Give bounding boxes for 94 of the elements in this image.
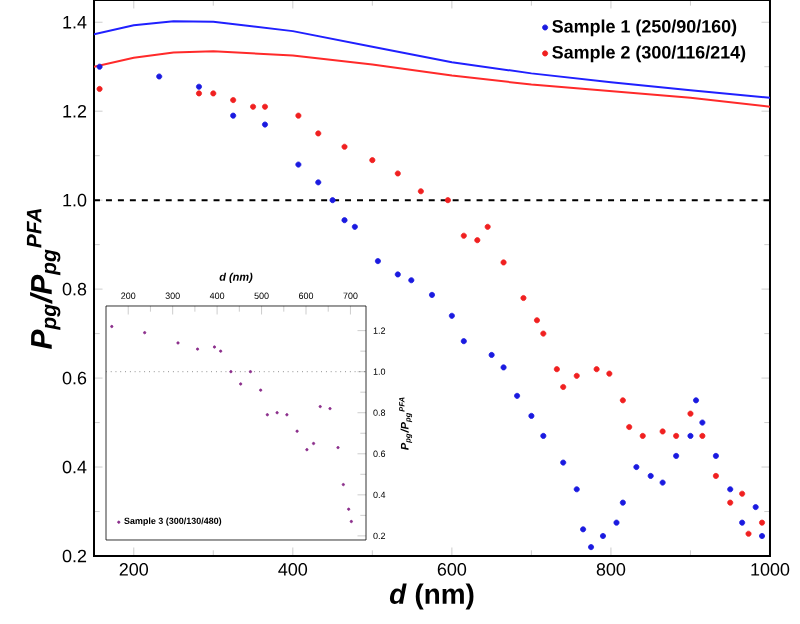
point (727, 486, 734, 493)
point (553, 366, 560, 373)
point (687, 410, 694, 417)
point (639, 432, 646, 439)
point (759, 519, 766, 526)
point (687, 432, 694, 439)
point (540, 432, 547, 439)
point (659, 479, 666, 486)
point (626, 424, 633, 430)
point (745, 530, 752, 537)
point (488, 351, 495, 358)
point (606, 370, 613, 377)
x-axis-title: d (nm) (389, 583, 474, 610)
legend-label: Sample 1 (250/90/160) (552, 19, 737, 37)
point (408, 277, 415, 284)
point (739, 519, 746, 526)
point (429, 291, 435, 298)
x-tick-label: 600 (437, 563, 467, 576)
point (739, 490, 746, 497)
x-tick-label: 800 (596, 563, 626, 576)
point (394, 170, 401, 177)
point (500, 364, 507, 371)
point (673, 432, 680, 439)
point (351, 223, 358, 230)
point (341, 143, 348, 150)
point (341, 217, 348, 224)
point (752, 504, 759, 511)
point (712, 452, 719, 459)
point (448, 312, 455, 319)
point (727, 499, 734, 506)
y-tick-label: 0.8 (62, 282, 87, 296)
point (460, 232, 467, 239)
point (444, 197, 451, 204)
point (374, 258, 381, 265)
point (633, 464, 640, 471)
y-tick-label: 0.6 (62, 371, 87, 385)
x-tick-label: 200 (119, 563, 149, 576)
point (261, 103, 268, 110)
point (369, 157, 376, 164)
x-tick-label: 400 (278, 563, 308, 576)
point (699, 419, 706, 426)
point (295, 161, 302, 168)
point (613, 519, 620, 526)
point (588, 544, 595, 551)
point (673, 452, 680, 459)
point (250, 103, 257, 110)
point (96, 63, 103, 70)
point (500, 259, 507, 266)
point (759, 532, 766, 539)
point (599, 532, 606, 539)
point (417, 188, 424, 195)
point (573, 486, 580, 493)
point (528, 412, 535, 419)
point (195, 90, 202, 97)
legend-label: Sample 2 (300/116/214) (552, 45, 746, 63)
point (560, 383, 567, 390)
point (96, 85, 103, 92)
point (540, 330, 547, 337)
y-tick-label: 1.0 (63, 193, 87, 207)
y-tick-label: 0.2 (62, 549, 87, 563)
point (533, 317, 540, 324)
point (693, 397, 700, 404)
y-tick-label: 1.2 (63, 104, 87, 118)
point (619, 499, 626, 506)
y-tick-label: 1.4 (63, 16, 87, 29)
point (647, 472, 654, 479)
y-tick-label: 0.4 (62, 460, 87, 474)
y-axis-title: P$_{pg}$/P$_{pg}$PFA (26, 209, 61, 349)
point (484, 223, 491, 230)
point (699, 432, 706, 439)
point (712, 472, 719, 479)
point (295, 112, 302, 119)
point (560, 459, 567, 466)
point (315, 130, 322, 137)
point (573, 372, 580, 379)
point (156, 73, 163, 80)
x-tick-label: 1000 (751, 563, 790, 576)
point (460, 338, 467, 345)
point (329, 197, 336, 204)
point (474, 237, 481, 244)
point (315, 179, 322, 186)
point (195, 83, 202, 90)
line-series (94, 20, 770, 99)
point (520, 295, 527, 301)
point (619, 397, 626, 404)
point (659, 428, 666, 435)
point (230, 97, 237, 104)
point (593, 366, 600, 373)
point (210, 90, 217, 97)
point (580, 526, 587, 533)
point (230, 112, 237, 119)
point (514, 392, 521, 399)
point (261, 121, 268, 128)
point (394, 271, 401, 278)
